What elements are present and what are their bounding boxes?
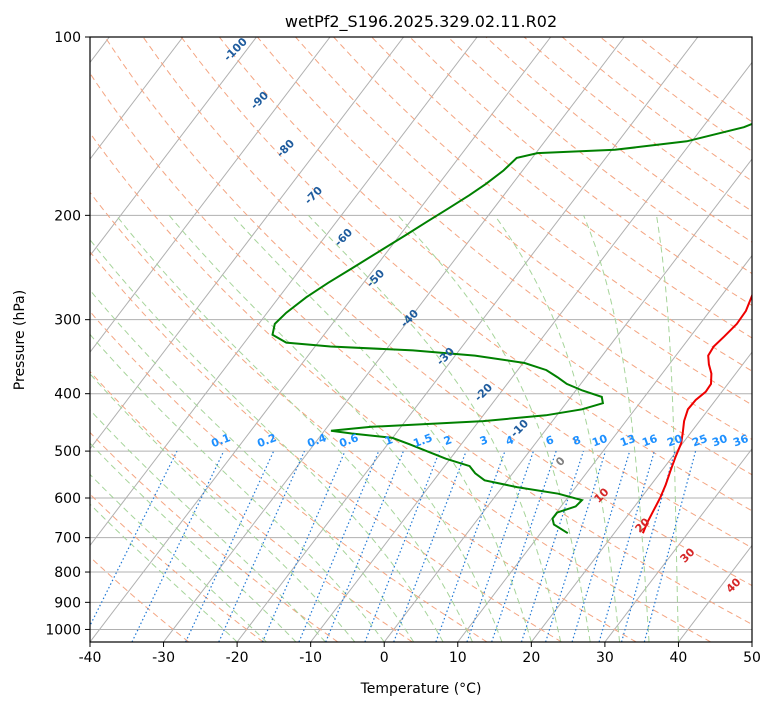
y-tick-label: 1000 bbox=[45, 622, 81, 638]
mixing-ratio-line bbox=[298, 450, 380, 642]
y-tick-label: 400 bbox=[54, 387, 81, 403]
moist-adiabat-line bbox=[583, 215, 650, 642]
moist-adiabat-line bbox=[90, 289, 415, 642]
dry-adiabat-line bbox=[257, 37, 752, 441]
moist-adiabat-line bbox=[90, 238, 444, 642]
mixing-ratio-line bbox=[598, 450, 655, 642]
mixing-ratio-line bbox=[185, 450, 275, 642]
mixing-ratio-line bbox=[466, 450, 535, 642]
dry-adiabat-line bbox=[104, 37, 752, 587]
mixing-ratio-label: 6 bbox=[544, 433, 556, 448]
isotherm-line bbox=[90, 37, 404, 450]
y-axis-label: Pressure (hPa) bbox=[12, 290, 28, 390]
isotherm-line bbox=[383, 158, 752, 642]
dry-adiabat-line bbox=[90, 191, 637, 642]
moist-adiabat-line bbox=[90, 503, 238, 642]
mixing-ratio-line bbox=[545, 450, 607, 642]
x-tick-label: -10 bbox=[299, 650, 322, 666]
mixing-ratio-line bbox=[131, 450, 225, 642]
isotherm-line bbox=[236, 37, 699, 642]
x-tick-label: 40 bbox=[670, 650, 688, 666]
mixing-ratio-label: 4 bbox=[504, 433, 516, 448]
x-tick-label: 0 bbox=[380, 650, 389, 666]
y-tick-label: 100 bbox=[54, 30, 81, 46]
plot-frame bbox=[89, 36, 753, 643]
mixing-ratio-label: 16 bbox=[640, 432, 659, 450]
moist-adiabat-line bbox=[168, 214, 503, 642]
mixing-ratio-label: 1 bbox=[383, 433, 395, 448]
moist-adiabat-line bbox=[115, 214, 473, 642]
moist-adiabat-line bbox=[90, 409, 326, 642]
isotherm-line bbox=[90, 37, 184, 160]
x-tick-label: 30 bbox=[596, 650, 614, 666]
isotherm-line bbox=[90, 37, 478, 547]
mixing-ratio-label: 2 bbox=[442, 433, 454, 448]
mixing-ratio-line bbox=[643, 450, 697, 642]
y-tick-label: 900 bbox=[54, 595, 81, 611]
moist-adiabat-line bbox=[494, 215, 621, 642]
isotherm-line bbox=[604, 447, 752, 642]
dry-adiabat-line bbox=[90, 251, 562, 642]
dry-adiabat-line bbox=[295, 37, 752, 406]
moist-adiabat-line bbox=[90, 333, 385, 642]
mixing-ratio-label: 36 bbox=[731, 432, 750, 450]
dry-adiabat-line bbox=[90, 431, 339, 642]
isotherm-line bbox=[90, 37, 552, 642]
mixing-ratio-label: 13 bbox=[618, 432, 637, 449]
mixing-ratio-label: 10 bbox=[590, 432, 609, 450]
mixing-ratio-label: 8 bbox=[571, 433, 583, 448]
mixing-ratio-label: 30 bbox=[710, 432, 729, 450]
x-tick-label: -40 bbox=[79, 650, 102, 666]
moist-adiabat-line bbox=[656, 215, 679, 642]
y-tick-label: 500 bbox=[54, 444, 81, 460]
mixing-ratio-line bbox=[261, 450, 346, 642]
y-tick-label: 700 bbox=[54, 531, 81, 547]
y-tick-label: 600 bbox=[54, 491, 81, 507]
x-tick-label: -30 bbox=[152, 650, 175, 666]
mixing-ratio-label: 0.1 bbox=[209, 431, 232, 450]
mixing-ratio-label: 0.2 bbox=[255, 431, 278, 450]
dry-adiabat-line bbox=[90, 310, 488, 642]
moist-adiabat-line bbox=[231, 214, 532, 642]
x-tick-label: 50 bbox=[743, 650, 761, 666]
y-tick-label: 300 bbox=[54, 313, 81, 329]
sounding-profiles bbox=[271, 122, 752, 535]
y-tick-label: 800 bbox=[54, 565, 81, 581]
mixing-ratio-label: 1.5 bbox=[411, 431, 434, 450]
x-axis-label: Temperature (°C) bbox=[360, 681, 482, 697]
dry-adiabat-line bbox=[90, 132, 712, 642]
mixing-ratio-line bbox=[571, 450, 631, 642]
x-tick-label: 10 bbox=[449, 650, 467, 666]
mixing-ratio-line bbox=[218, 450, 306, 642]
x-tick-label: -20 bbox=[226, 650, 249, 666]
dry-adiabat-line bbox=[142, 37, 752, 549]
dry-adiabat-line bbox=[371, 37, 752, 339]
isotherm-line bbox=[90, 37, 331, 354]
isotherm-line bbox=[163, 37, 625, 642]
mixing-ratio-line bbox=[491, 450, 557, 642]
chart-title: wetPf2_S196.2025.329.02.11.R02 bbox=[285, 12, 557, 32]
axes: -40 -30 -20 -10 0 10 20 30 40 5010020030040050060… bbox=[45, 30, 761, 666]
mixing-ratio-label: 25 bbox=[690, 432, 709, 449]
dry-adiabat-line bbox=[90, 370, 413, 642]
mixing-ratio-label: 20 bbox=[665, 432, 684, 450]
moist-adiabat-line bbox=[397, 214, 591, 642]
isotherm-line bbox=[90, 37, 257, 257]
dry-adiabat-line bbox=[90, 556, 190, 642]
mixing-ratio-label: 3 bbox=[478, 433, 490, 448]
background-lines bbox=[90, 37, 752, 642]
temperature-profile-line bbox=[641, 293, 752, 534]
dewpoint-profile-line bbox=[271, 122, 752, 535]
x-tick-label: 20 bbox=[522, 650, 540, 666]
moist-adiabat-line bbox=[90, 473, 267, 642]
moist-adiabat-line bbox=[90, 442, 297, 642]
y-tick-label: 200 bbox=[54, 208, 81, 224]
mixing-ratio-line bbox=[520, 450, 585, 642]
mixing-ratio-label: 0.6 bbox=[337, 431, 360, 450]
mixing-ratio-label: 0.4 bbox=[305, 431, 328, 450]
dry-adiabat-line bbox=[333, 37, 752, 372]
isotherm-line bbox=[530, 351, 752, 642]
